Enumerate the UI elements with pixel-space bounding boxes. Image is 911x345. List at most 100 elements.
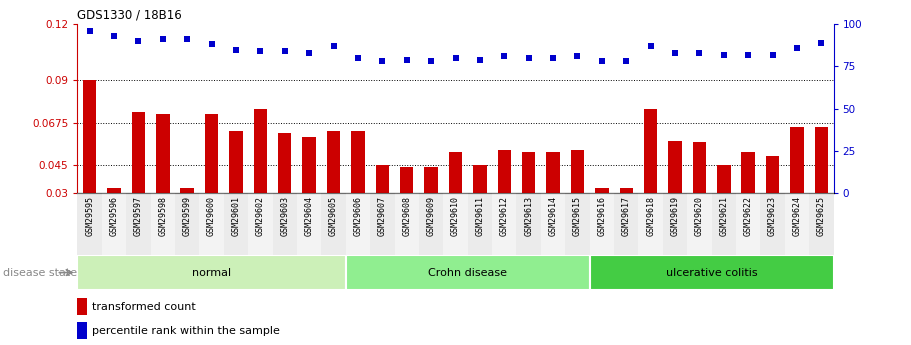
- Bar: [107, 188, 121, 193]
- Point: [204, 42, 219, 47]
- Bar: [473, 165, 486, 193]
- Text: GSM29616: GSM29616: [598, 196, 607, 236]
- Bar: [297, 193, 322, 255]
- Bar: [346, 255, 589, 290]
- Bar: [150, 193, 175, 255]
- Bar: [784, 193, 809, 255]
- Bar: [127, 193, 150, 255]
- Point: [351, 55, 365, 61]
- Bar: [639, 193, 663, 255]
- Bar: [595, 188, 609, 193]
- Text: GSM29601: GSM29601: [231, 196, 241, 236]
- Bar: [102, 193, 127, 255]
- Bar: [497, 150, 511, 193]
- Point: [131, 38, 146, 44]
- Bar: [327, 131, 340, 193]
- Point: [473, 57, 487, 62]
- Bar: [400, 167, 414, 193]
- Point: [156, 37, 170, 42]
- Bar: [814, 127, 828, 193]
- Point: [448, 55, 463, 61]
- Bar: [444, 193, 467, 255]
- Text: normal: normal: [192, 268, 231, 277]
- Text: GSM29599: GSM29599: [183, 196, 191, 236]
- Text: GSM29619: GSM29619: [670, 196, 680, 236]
- Point: [399, 57, 414, 62]
- Point: [497, 53, 512, 59]
- Bar: [547, 152, 559, 193]
- Bar: [83, 80, 97, 193]
- Bar: [449, 152, 462, 193]
- Bar: [132, 112, 145, 193]
- Bar: [687, 193, 711, 255]
- Bar: [541, 193, 565, 255]
- Point: [570, 53, 585, 59]
- Point: [107, 33, 121, 39]
- Bar: [77, 193, 102, 255]
- Bar: [766, 156, 779, 193]
- Bar: [180, 188, 194, 193]
- Point: [668, 50, 682, 56]
- Bar: [322, 193, 346, 255]
- Bar: [77, 255, 346, 290]
- Bar: [425, 167, 438, 193]
- Bar: [663, 193, 687, 255]
- Text: GSM29611: GSM29611: [476, 196, 485, 236]
- Bar: [614, 193, 639, 255]
- Bar: [467, 193, 492, 255]
- Bar: [352, 131, 364, 193]
- Text: GSM29600: GSM29600: [207, 196, 216, 236]
- Bar: [736, 193, 761, 255]
- Bar: [224, 193, 248, 255]
- Bar: [809, 193, 834, 255]
- Bar: [761, 193, 784, 255]
- Point: [619, 59, 633, 64]
- Text: GSM29613: GSM29613: [524, 196, 533, 236]
- Text: GSM29624: GSM29624: [793, 196, 802, 236]
- Point: [546, 55, 560, 61]
- Text: GSM29621: GSM29621: [720, 196, 728, 236]
- Bar: [200, 193, 224, 255]
- Bar: [248, 193, 272, 255]
- Point: [692, 50, 707, 56]
- Text: GSM29618: GSM29618: [646, 196, 655, 236]
- Point: [741, 52, 755, 57]
- Point: [326, 43, 341, 49]
- Bar: [394, 193, 419, 255]
- Bar: [517, 193, 541, 255]
- Bar: [77, 298, 87, 315]
- Text: GSM29595: GSM29595: [85, 196, 94, 236]
- Text: GSM29602: GSM29602: [256, 196, 265, 236]
- Text: GSM29614: GSM29614: [548, 196, 558, 236]
- Point: [765, 52, 780, 57]
- Point: [643, 43, 658, 49]
- Bar: [571, 150, 584, 193]
- Point: [82, 28, 97, 34]
- Bar: [302, 137, 316, 193]
- Text: GSM29597: GSM29597: [134, 196, 143, 236]
- Bar: [77, 322, 87, 339]
- Bar: [522, 152, 536, 193]
- Text: GSM29596: GSM29596: [109, 196, 118, 236]
- Bar: [644, 109, 658, 193]
- Text: GSM29620: GSM29620: [695, 196, 704, 236]
- Point: [790, 45, 804, 51]
- Text: GSM29622: GSM29622: [743, 196, 752, 236]
- Bar: [156, 114, 169, 193]
- Bar: [375, 165, 389, 193]
- Bar: [205, 114, 219, 193]
- Text: GSM29606: GSM29606: [353, 196, 363, 236]
- Bar: [619, 188, 633, 193]
- Bar: [790, 127, 804, 193]
- Point: [253, 48, 268, 54]
- Bar: [711, 193, 736, 255]
- Bar: [589, 255, 834, 290]
- Text: GSM29604: GSM29604: [304, 196, 313, 236]
- Text: GSM29607: GSM29607: [378, 196, 387, 236]
- Text: GSM29608: GSM29608: [403, 196, 411, 236]
- Text: GSM29625: GSM29625: [817, 196, 826, 236]
- Bar: [717, 165, 731, 193]
- Text: ulcerative colitis: ulcerative colitis: [666, 268, 757, 277]
- Bar: [278, 133, 292, 193]
- Bar: [253, 109, 267, 193]
